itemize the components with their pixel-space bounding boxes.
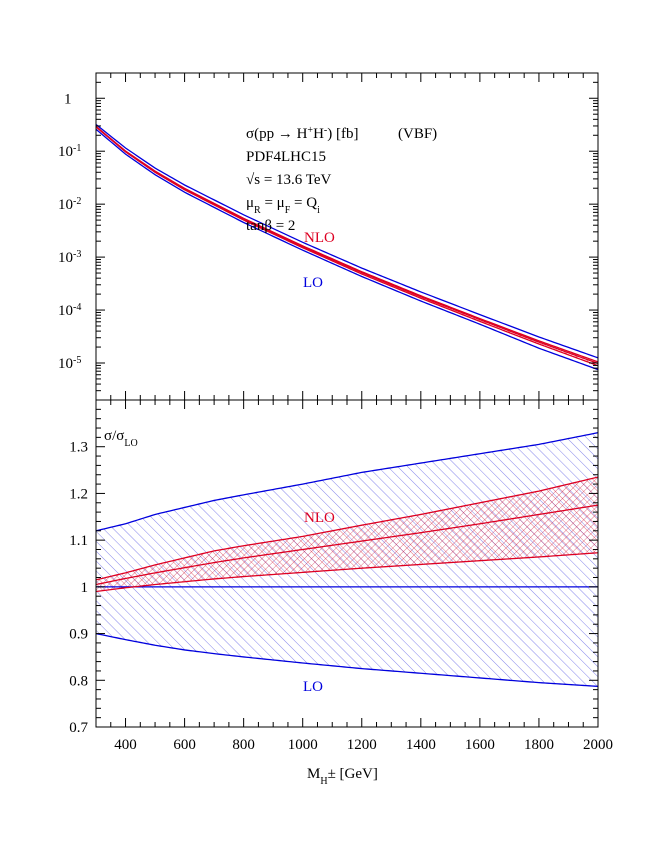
top-y-tick-label: 10-4 — [58, 302, 81, 320]
bottom-y-tick-label: 0.8 — [69, 673, 88, 689]
ratio-axis-label: σ/σLO — [104, 428, 138, 449]
top-line-lo_lower — [96, 128, 598, 371]
bottom-plot-frame — [95, 399, 599, 728]
bottom-x-tick-label: 600 — [173, 737, 196, 753]
bottom-x-tick-label: 1200 — [347, 737, 377, 753]
bottom-line-lo_upper — [96, 432, 598, 532]
top-y-tick-label: 1 — [64, 91, 72, 107]
annotation-energy: √s = 13.6 TeV — [246, 172, 332, 188]
top-line-nlo_lower — [96, 126, 598, 367]
bottom-line-nlo_upper — [96, 476, 598, 581]
bottom-y-tick-label: 0.7 — [69, 720, 88, 736]
bottom-y-tick-label: 1.2 — [69, 486, 88, 502]
top-y-tick-label: 10-2 — [58, 196, 81, 214]
bottom-panel: 0.7 0.8 0.9 1 1.1 1.2 1.3 400 600 800 1000 1200 1400… — [69, 399, 613, 787]
top-lo-label: LO — [303, 275, 323, 291]
top-line-nlo_central — [96, 126, 598, 365]
annotation-pdf: PDF4LHC15 — [246, 149, 326, 165]
annotation-tanbeta: tanβ = 2 — [246, 218, 295, 234]
top-nlo-band — [96, 126, 598, 366]
top-line-nlo_upper — [96, 125, 598, 363]
top-y-tick-label: 10-3 — [58, 249, 81, 267]
bottom-lo-label: LO — [303, 679, 323, 695]
bottom-x-tick-label: 800 — [232, 737, 255, 753]
top-y-tick-label: 10-5 — [58, 354, 81, 372]
bottom-y-tick-label: 0.9 — [69, 627, 88, 643]
bottom-nlo-band-cross — [96, 477, 598, 592]
bottom-x-tick-label: 1600 — [465, 737, 495, 753]
bottom-x-tick-label: 1800 — [524, 737, 554, 753]
top-nlo-label: NLO — [304, 230, 335, 246]
bottom-x-tick-label: 2000 — [583, 737, 613, 753]
bottom-line-lo_lower — [96, 632, 598, 688]
bottom-x-tick-label: 400 — [114, 737, 137, 753]
bottom-x-tick-label: 1000 — [288, 737, 318, 753]
top-line-lo_upper — [96, 123, 598, 359]
bottom-line-nlo_lower — [96, 552, 598, 593]
top-panel: 110-110-210-310-410-5 σ(pp → H+H-) [fb] … — [58, 72, 599, 401]
bottom-line-nlo_central — [96, 504, 598, 586]
annotation-vbf: (VBF) — [398, 126, 437, 142]
top-nlo-band-cross — [96, 126, 598, 366]
bottom-y-tick-label: 1 — [81, 580, 89, 596]
annotation-scales: μR = μF = Qi — [246, 195, 320, 216]
top-plot-frame — [95, 72, 599, 401]
bottom-x-tick-label: 1400 — [406, 737, 436, 753]
bottom-nlo-label: NLO — [304, 510, 335, 526]
annotation-process: σ(pp → H+H-) [fb] — [246, 125, 358, 143]
bottom-y-tick-label: 1.1 — [69, 533, 88, 549]
x-axis-label: MH± [GeV] — [307, 766, 378, 787]
bottom-y-tick-label: 1.3 — [69, 440, 88, 456]
top-y-tick-label: 10-1 — [58, 143, 81, 161]
